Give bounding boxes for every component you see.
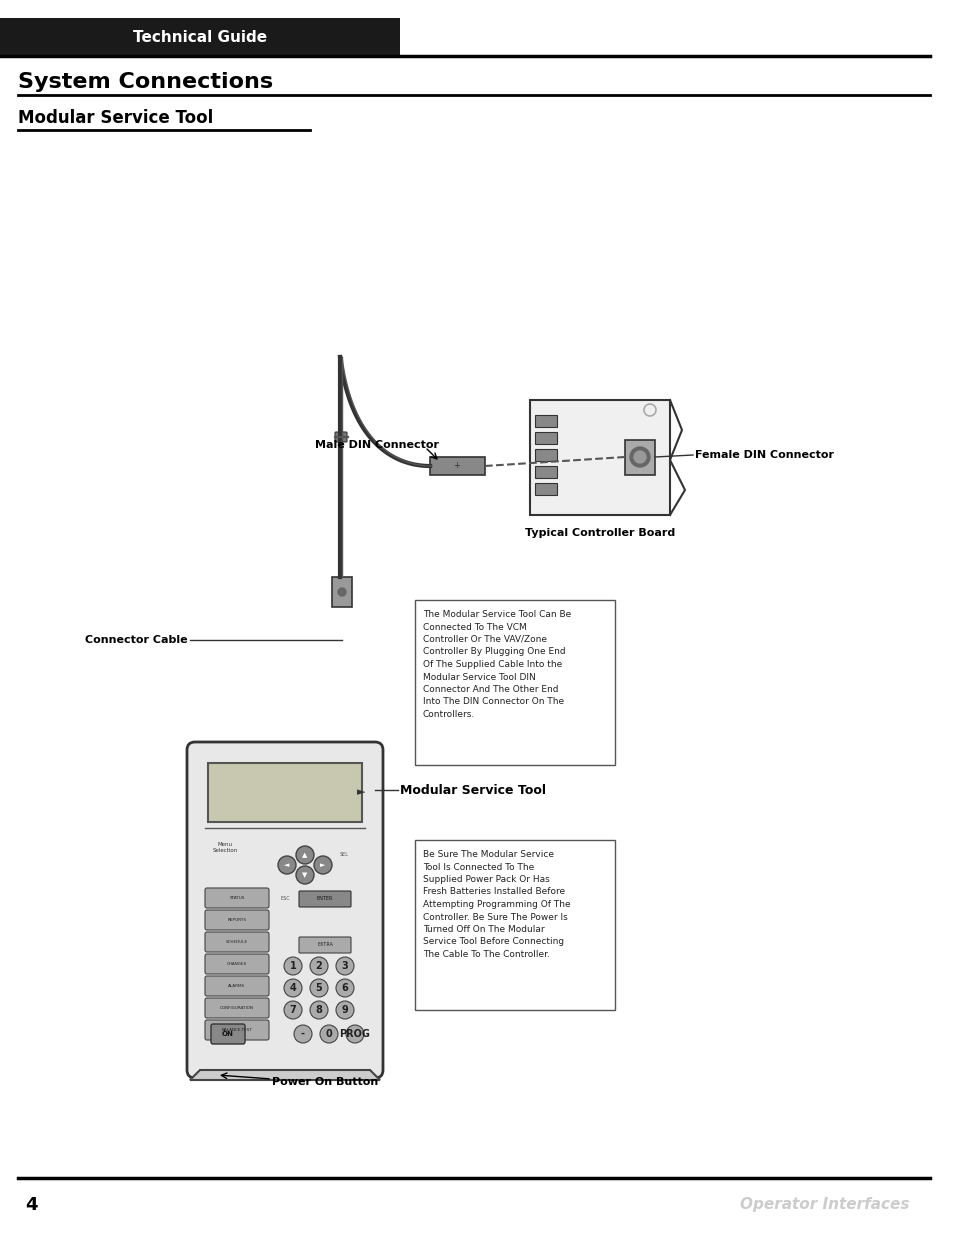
Circle shape	[295, 866, 314, 884]
Text: CONFIGURATION: CONFIGURATION	[220, 1007, 253, 1010]
FancyBboxPatch shape	[205, 998, 269, 1018]
Text: REPORTS: REPORTS	[227, 918, 246, 923]
Text: Male DIN Connector: Male DIN Connector	[314, 440, 438, 450]
FancyBboxPatch shape	[208, 763, 361, 823]
FancyBboxPatch shape	[535, 483, 557, 495]
Circle shape	[277, 856, 295, 874]
FancyBboxPatch shape	[205, 888, 269, 908]
Text: 4: 4	[25, 1195, 37, 1214]
FancyBboxPatch shape	[298, 937, 351, 953]
Circle shape	[346, 1025, 364, 1044]
Text: 7: 7	[290, 1005, 296, 1015]
Text: ◄: ◄	[284, 862, 290, 868]
Circle shape	[335, 979, 354, 997]
FancyBboxPatch shape	[430, 457, 484, 475]
FancyBboxPatch shape	[205, 910, 269, 930]
Text: ESC: ESC	[280, 895, 290, 900]
Text: 2: 2	[315, 961, 322, 971]
Circle shape	[337, 588, 346, 597]
Circle shape	[629, 447, 649, 467]
Text: EXTRA: EXTRA	[316, 942, 333, 947]
FancyBboxPatch shape	[332, 577, 352, 606]
Circle shape	[314, 856, 332, 874]
Text: 1: 1	[290, 961, 296, 971]
Text: STATUS: STATUS	[229, 897, 244, 900]
Circle shape	[634, 451, 645, 463]
Text: CHANGES: CHANGES	[227, 962, 247, 966]
FancyBboxPatch shape	[535, 450, 557, 461]
Text: Modular Service Tool: Modular Service Tool	[399, 783, 545, 797]
Text: SEL: SEL	[339, 852, 349, 857]
Text: Be Sure The Modular Service
Tool Is Connected To The
Supplied Power Pack Or Has
: Be Sure The Modular Service Tool Is Conn…	[422, 850, 570, 960]
Circle shape	[284, 957, 302, 974]
FancyBboxPatch shape	[205, 976, 269, 995]
Circle shape	[319, 1025, 337, 1044]
FancyBboxPatch shape	[187, 742, 382, 1078]
FancyBboxPatch shape	[535, 415, 557, 427]
FancyBboxPatch shape	[530, 400, 669, 515]
Circle shape	[335, 1002, 354, 1019]
Text: 3: 3	[341, 961, 348, 971]
Circle shape	[294, 1025, 312, 1044]
FancyBboxPatch shape	[205, 953, 269, 974]
Text: 5: 5	[315, 983, 322, 993]
Circle shape	[310, 1002, 328, 1019]
Circle shape	[284, 979, 302, 997]
Circle shape	[295, 846, 314, 864]
Text: ►: ►	[356, 787, 365, 797]
Text: ALARMS: ALARMS	[228, 984, 245, 988]
Text: Operator Interfaces: Operator Interfaces	[740, 1198, 909, 1213]
Text: 0: 0	[325, 1029, 332, 1039]
Circle shape	[310, 957, 328, 974]
Text: Female DIN Connector: Female DIN Connector	[695, 450, 833, 459]
Text: ENTER: ENTER	[316, 897, 333, 902]
Text: Technical Guide: Technical Guide	[132, 30, 267, 44]
FancyBboxPatch shape	[624, 440, 655, 475]
FancyBboxPatch shape	[298, 890, 351, 906]
Text: The Modular Service Tool Can Be
Connected To The VCM
Controller Or The VAV/Zone
: The Modular Service Tool Can Be Connecte…	[422, 610, 571, 719]
Text: System Connections: System Connections	[18, 72, 273, 91]
Circle shape	[284, 1002, 302, 1019]
Text: SCHEDULE: SCHEDULE	[226, 940, 248, 944]
Text: ►: ►	[320, 862, 325, 868]
Text: ON: ON	[222, 1031, 233, 1037]
Text: ▼: ▼	[302, 872, 308, 878]
FancyBboxPatch shape	[415, 840, 615, 1010]
Text: Connector Cable: Connector Cable	[85, 635, 188, 645]
Text: 6: 6	[341, 983, 348, 993]
FancyBboxPatch shape	[211, 1024, 245, 1044]
Circle shape	[335, 957, 354, 974]
Circle shape	[310, 979, 328, 997]
Text: +: +	[453, 462, 460, 471]
Text: 4: 4	[290, 983, 296, 993]
FancyBboxPatch shape	[335, 432, 347, 442]
Text: Menu
Selection: Menu Selection	[213, 842, 237, 853]
Text: Power On Button: Power On Button	[272, 1077, 377, 1087]
FancyBboxPatch shape	[0, 19, 399, 56]
Text: PROG: PROG	[339, 1029, 370, 1039]
Text: Typical Controller Board: Typical Controller Board	[524, 529, 675, 538]
FancyBboxPatch shape	[415, 600, 615, 764]
FancyBboxPatch shape	[535, 432, 557, 445]
Text: ▲: ▲	[302, 852, 308, 858]
FancyBboxPatch shape	[535, 466, 557, 478]
Text: -: -	[301, 1029, 305, 1039]
FancyBboxPatch shape	[205, 1020, 269, 1040]
Text: BALANCE-TEST: BALANCE-TEST	[221, 1028, 253, 1032]
Text: 9: 9	[341, 1005, 348, 1015]
Text: 8: 8	[315, 1005, 322, 1015]
Text: Modular Service Tool: Modular Service Tool	[18, 109, 213, 127]
Polygon shape	[190, 1070, 379, 1079]
FancyBboxPatch shape	[205, 932, 269, 952]
